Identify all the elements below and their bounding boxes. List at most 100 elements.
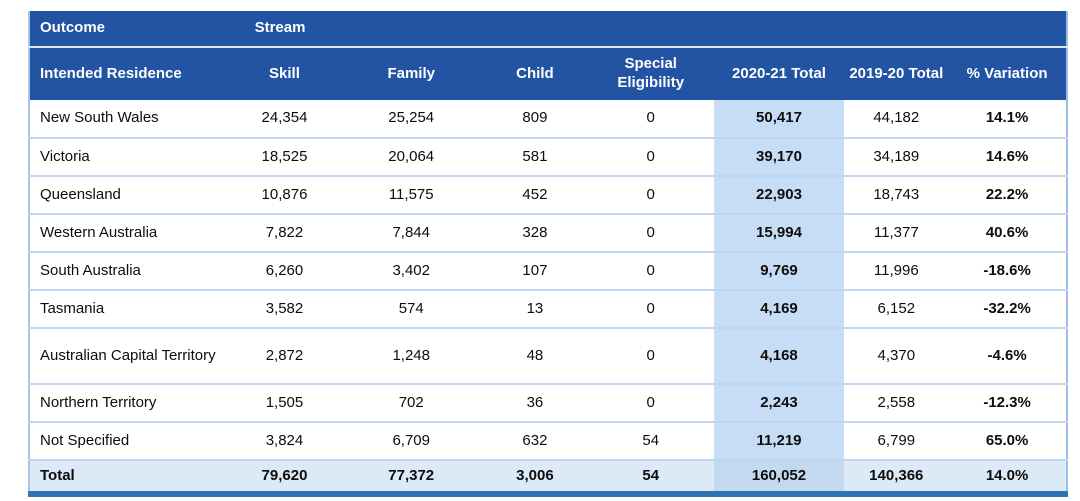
cell-2020-21-total: 50,417 bbox=[713, 100, 845, 138]
cell-child: 581 bbox=[482, 137, 588, 176]
cell-skill: 7,822 bbox=[228, 213, 341, 252]
cell-child: 632 bbox=[482, 421, 588, 460]
cell-skill: 6,260 bbox=[228, 251, 341, 290]
cell-2020-21-total: 39,170 bbox=[713, 137, 845, 176]
cell-2020-21-total: 2,243 bbox=[713, 383, 845, 422]
col-header-2020-21-total: 2020-21 Total bbox=[713, 47, 845, 100]
cell-family: 6,709 bbox=[340, 421, 483, 460]
cell-skill: 1,505 bbox=[228, 383, 341, 422]
cell-2019-20-total: 18,743 bbox=[844, 175, 949, 214]
cell-variation: -18.6% bbox=[948, 251, 1067, 290]
cell-skill: 79,620 bbox=[228, 459, 341, 494]
cell-residence: Western Australia bbox=[29, 213, 229, 252]
table-row-new-south-wales: New South Wales 24,354 25,254 809 0 50,4… bbox=[29, 100, 1067, 138]
cell-special: 0 bbox=[587, 137, 714, 176]
cell-variation: -32.2% bbox=[948, 289, 1067, 328]
cell-2020-21-total: 4,168 bbox=[713, 327, 845, 384]
cell-family: 702 bbox=[340, 383, 483, 422]
cell-skill: 24,354 bbox=[228, 100, 341, 138]
cell-2019-20-total: 11,996 bbox=[844, 251, 949, 290]
table-header: Outcome Stream Intended Residence Skill … bbox=[29, 11, 1067, 100]
col-header-2019-20-total: 2019-20 Total bbox=[844, 47, 949, 100]
cell-2019-20-total: 6,152 bbox=[844, 289, 949, 328]
cell-special: 0 bbox=[587, 175, 714, 214]
cell-child: 107 bbox=[482, 251, 588, 290]
cell-2020-21-total: 15,994 bbox=[713, 213, 845, 252]
cell-variation: 14.0% bbox=[948, 459, 1067, 494]
table-row-south-australia: South Australia 6,260 3,402 107 0 9,769 … bbox=[29, 251, 1067, 290]
cell-child: 48 bbox=[482, 327, 588, 384]
table-row-total: Total 79,620 77,372 3,006 54 160,052 140… bbox=[29, 459, 1067, 494]
cell-2019-20-total: 140,366 bbox=[844, 459, 949, 494]
cell-special: 0 bbox=[587, 100, 714, 138]
cell-residence: New South Wales bbox=[29, 100, 229, 138]
cell-2020-21-total: 9,769 bbox=[713, 251, 845, 290]
col-header-child: Child bbox=[482, 47, 588, 100]
cell-residence: Tasmania bbox=[29, 289, 229, 328]
cell-special: 0 bbox=[587, 327, 714, 384]
cell-family: 11,575 bbox=[340, 175, 483, 214]
cell-2020-21-total: 11,219 bbox=[713, 421, 845, 460]
table-body: New South Wales 24,354 25,254 809 0 50,4… bbox=[29, 100, 1067, 494]
cell-2020-21-total: 22,903 bbox=[713, 175, 845, 214]
cell-child: 13 bbox=[482, 289, 588, 328]
cell-special: 54 bbox=[587, 421, 714, 460]
cell-child: 809 bbox=[482, 100, 588, 138]
table-row-not-specified: Not Specified 3,824 6,709 632 54 11,219 … bbox=[29, 421, 1067, 460]
cell-family: 3,402 bbox=[340, 251, 483, 290]
cell-2019-20-total: 44,182 bbox=[844, 100, 949, 138]
header-group-row: Outcome Stream bbox=[29, 11, 1067, 48]
cell-residence: South Australia bbox=[29, 251, 229, 290]
cell-variation: 22.2% bbox=[948, 175, 1067, 214]
cell-child: 328 bbox=[482, 213, 588, 252]
cell-residence: Queensland bbox=[29, 175, 229, 214]
cell-skill: 10,876 bbox=[228, 175, 341, 214]
cell-child: 3,006 bbox=[482, 459, 588, 494]
col-header-skill: Skill bbox=[228, 47, 341, 100]
cell-child: 452 bbox=[482, 175, 588, 214]
cell-family: 1,248 bbox=[340, 327, 483, 384]
column-header-row: Intended Residence Skill Family Child Sp… bbox=[29, 47, 1067, 100]
cell-2020-21-total: 4,169 bbox=[713, 289, 845, 328]
cell-variation: -12.3% bbox=[948, 383, 1067, 422]
cell-variation: 14.1% bbox=[948, 100, 1067, 138]
table-row-australian-capital-territory: Australian Capital Territory 2,872 1,248… bbox=[29, 327, 1067, 384]
header-outcome: Outcome bbox=[29, 11, 229, 48]
cell-2019-20-total: 11,377 bbox=[844, 213, 949, 252]
cell-2019-20-total: 2,558 bbox=[844, 383, 949, 422]
cell-family: 20,064 bbox=[340, 137, 483, 176]
table-row-victoria: Victoria 18,525 20,064 581 0 39,170 34,1… bbox=[29, 137, 1067, 176]
cell-skill: 3,824 bbox=[228, 421, 341, 460]
cell-special: 0 bbox=[587, 213, 714, 252]
cell-variation: 65.0% bbox=[948, 421, 1067, 460]
cell-special: 0 bbox=[587, 251, 714, 290]
table-row-tasmania: Tasmania 3,582 574 13 0 4,169 6,152 -32.… bbox=[29, 289, 1067, 328]
cell-child: 36 bbox=[482, 383, 588, 422]
cell-variation: 14.6% bbox=[948, 137, 1067, 176]
table-row-northern-territory: Northern Territory 1,505 702 36 0 2,243 … bbox=[29, 383, 1067, 422]
cell-special: 0 bbox=[587, 383, 714, 422]
cell-2019-20-total: 6,799 bbox=[844, 421, 949, 460]
cell-skill: 2,872 bbox=[228, 327, 341, 384]
col-header-family: Family bbox=[340, 47, 483, 100]
cell-2019-20-total: 4,370 bbox=[844, 327, 949, 384]
cell-residence: Total bbox=[29, 459, 229, 494]
migration-outcome-table: Outcome Stream Intended Residence Skill … bbox=[28, 11, 1068, 497]
cell-family: 7,844 bbox=[340, 213, 483, 252]
col-header-intended-residence: Intended Residence bbox=[29, 47, 229, 100]
cell-skill: 18,525 bbox=[228, 137, 341, 176]
cell-residence: Australian Capital Territory bbox=[29, 327, 229, 384]
header-stream: Stream bbox=[228, 11, 1067, 48]
col-header-percent-variation: % Variation bbox=[948, 47, 1067, 100]
cell-residence: Victoria bbox=[29, 137, 229, 176]
col-header-special-eligibility: Special Eligibility bbox=[587, 47, 714, 100]
cell-skill: 3,582 bbox=[228, 289, 341, 328]
cell-family: 77,372 bbox=[340, 459, 483, 494]
cell-variation: -4.6% bbox=[948, 327, 1067, 384]
cell-special: 0 bbox=[587, 289, 714, 328]
table-row-queensland: Queensland 10,876 11,575 452 0 22,903 18… bbox=[29, 175, 1067, 214]
cell-variation: 40.6% bbox=[948, 213, 1067, 252]
cell-special: 54 bbox=[587, 459, 714, 494]
table-row-western-australia: Western Australia 7,822 7,844 328 0 15,9… bbox=[29, 213, 1067, 252]
